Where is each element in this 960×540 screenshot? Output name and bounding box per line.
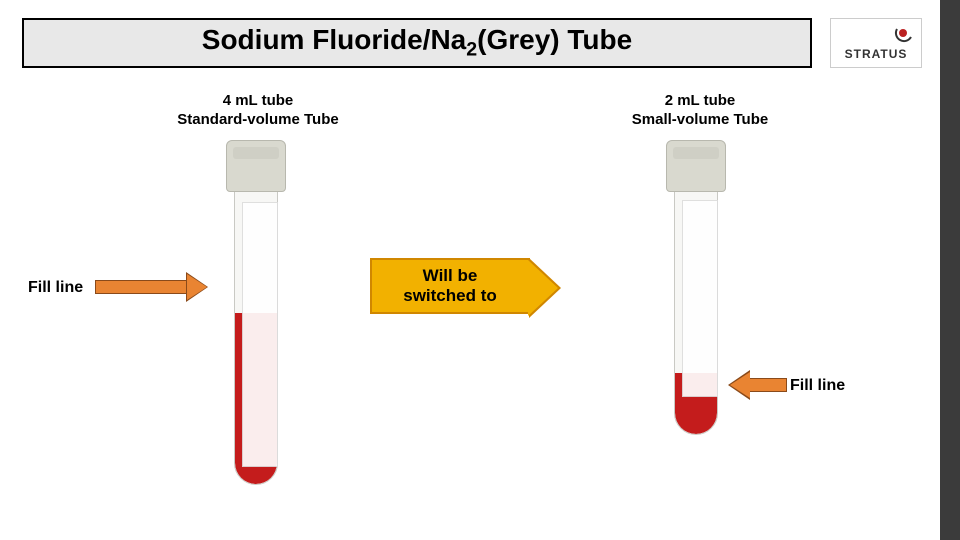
right-tube-type: Small-volume Tube [600,111,800,130]
switch-callout-line1: Will be [423,266,478,285]
tube-2ml [670,140,722,435]
slide-title: Sodium Fluoride/Na2(Grey) Tube [22,18,812,68]
tube-4ml [230,140,282,485]
tube-2ml-cap [666,140,726,192]
slide-accent-bar [940,0,960,540]
title-subscript: 2 [466,39,477,61]
title-text: Sodium Fluoride/Na2(Grey) Tube [202,24,632,62]
right-tube-volume: 2 mL tube [600,92,800,111]
tube-4ml-label-sticker [242,202,278,467]
fill-line-label-left: Fill line [28,279,83,297]
switch-callout-text: Will be switched to [403,266,497,307]
right-tube-caption: 2 mL tube Small-volume Tube [600,92,800,130]
switch-callout-line2: switched to [403,286,497,305]
title-pre: Sodium Fluoride/Na [202,24,466,55]
left-tube-caption: 4 mL tube Standard-volume Tube [158,92,358,130]
fill-line-arrow-left [95,280,205,294]
left-tube-type: Standard-volume Tube [158,111,358,130]
left-tube-volume: 4 mL tube [158,92,358,111]
stratus-logo-text: STRATUS [831,47,921,61]
switch-callout: Will be switched to [370,258,530,314]
tube-2ml-label-sticker [682,200,718,397]
stratus-logo: STRATUS [830,18,922,68]
tube-4ml-cap [226,140,286,192]
title-post: (Grey) Tube [477,24,632,55]
fill-line-label-right: Fill line [790,377,845,395]
